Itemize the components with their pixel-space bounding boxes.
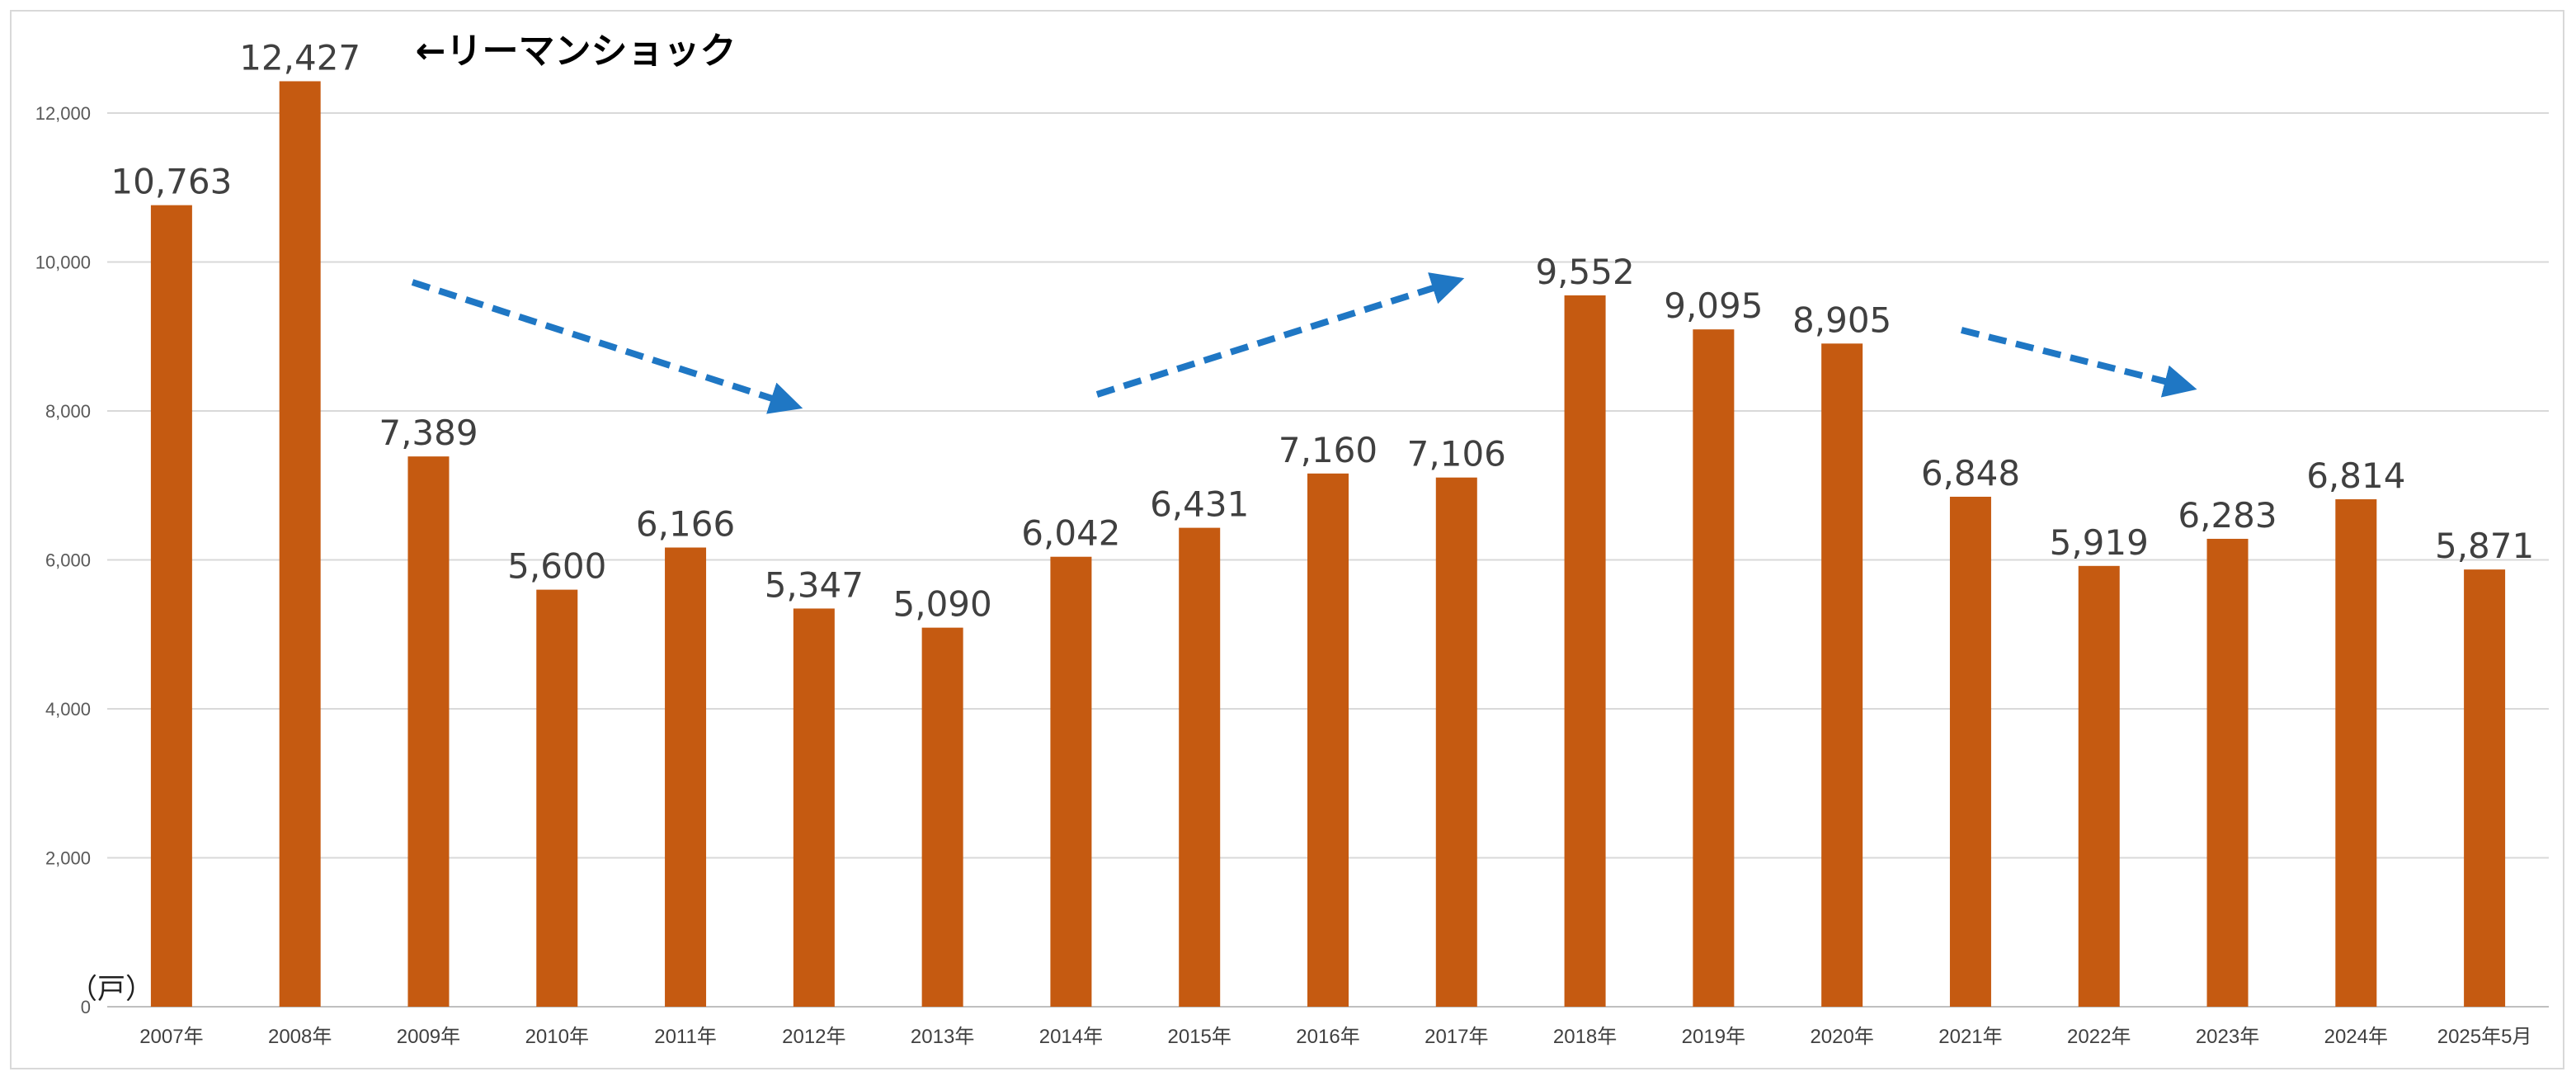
y-tick-label-8000: 8,000: [45, 401, 91, 422]
y-tick-label-6000: 6,000: [45, 550, 91, 571]
data-label-2016年: 7,160: [1279, 430, 1377, 470]
data-label-2018年: 9,552: [1535, 252, 1634, 292]
data-label-2024年: 6,814: [2306, 456, 2405, 496]
bar-2012年: [793, 608, 835, 1007]
data-label-2010年: 5,600: [507, 546, 606, 587]
data-labels: 10,763 12,427 7,389 5,600 6,166 5,347 5,090 6,0…: [111, 37, 2534, 624]
y-tick-label-0: 0: [81, 997, 91, 1017]
data-label-2013年: 5,090: [893, 584, 992, 625]
category-label-2022年: 2022年: [2067, 1026, 2131, 1048]
y-tick-label-4000: 4,000: [45, 699, 91, 720]
y-tick-label-10000: 10,000: [35, 253, 91, 273]
data-label-2014年: 6,042: [1021, 513, 1120, 554]
trend-arrow-up-1: [1095, 272, 1465, 398]
data-label-2019年: 9,095: [1664, 286, 1763, 326]
bar-2018年: [1564, 295, 1606, 1007]
data-label-2012年: 5,347: [765, 564, 864, 605]
y-axis-unit-label: （戸）: [69, 973, 153, 1006]
data-label-2009年: 7,389: [379, 413, 478, 453]
trend-arrow-down-2: [1961, 327, 2197, 398]
category-label-2015年: 2015年: [1168, 1026, 1231, 1048]
data-label-2023年: 6,283: [2178, 495, 2277, 536]
category-label-2013年: 2013年: [911, 1026, 974, 1048]
category-label-2007年: 2007年: [139, 1026, 203, 1048]
gridlines: [107, 112, 2549, 1008]
category-label-2024年: 2024年: [2324, 1026, 2388, 1048]
data-label-2011年: 6,166: [636, 504, 735, 545]
bar-2023年: [2206, 538, 2249, 1007]
category-label-2016年: 2016年: [1296, 1026, 1359, 1048]
category-label-2019年: 2019年: [1682, 1026, 1745, 1048]
category-label-2018年: 2018年: [1553, 1026, 1617, 1048]
y-axis-tick-labels: 0 2,000 4,000 6,000 8,000 10,000 12,000: [35, 103, 91, 1017]
bar-2011年: [665, 547, 707, 1007]
bar-2014年: [1050, 556, 1092, 1007]
bar-2013年: [921, 627, 963, 1007]
category-label-2008年: 2008年: [268, 1026, 332, 1048]
data-label-2025年5月: 5,871: [2435, 526, 2534, 566]
bar-2007年: [150, 205, 192, 1007]
x-axis-category-labels: 2007年 2008年 2009年 2010年 2011年 2012年 2013年 2014年…: [139, 1026, 2531, 1048]
bar-2010年: [536, 589, 578, 1007]
category-label-2017年: 2017年: [1425, 1026, 1488, 1048]
category-label-2014年: 2014年: [1039, 1026, 1103, 1048]
category-label-2021年: 2021年: [1938, 1026, 2002, 1048]
lehman-shock-annotation: ←リーマンショック: [416, 30, 737, 72]
bar-2009年: [407, 456, 450, 1007]
bar-2025年5月: [2464, 569, 2506, 1007]
data-label-2008年: 12,427: [239, 37, 360, 78]
category-label-2010年: 2010年: [525, 1026, 589, 1048]
y-tick-label-2000: 2,000: [45, 848, 91, 869]
bar-2019年: [1693, 329, 1735, 1007]
category-label-2012年: 2012年: [782, 1026, 845, 1048]
bar-2024年: [2335, 499, 2377, 1007]
y-tick-label-12000: 12,000: [35, 103, 91, 124]
category-label-2009年: 2009年: [397, 1026, 460, 1048]
bar-2022年: [2078, 565, 2120, 1007]
category-label-2025年5月: 2025年5月: [2437, 1026, 2532, 1048]
category-label-2020年: 2020年: [1810, 1026, 1873, 1048]
bar-2017年: [1435, 477, 1477, 1007]
trend-arrows: [411, 272, 2197, 414]
data-label-2007年: 10,763: [111, 162, 232, 202]
data-label-2022年: 5,919: [2050, 522, 2149, 563]
bar-2016年: [1307, 473, 1349, 1007]
category-label-2011年: 2011年: [654, 1026, 717, 1048]
bars: [150, 81, 2506, 1008]
data-label-2017年: 7,106: [1407, 434, 1506, 474]
trend-arrow-down-0: [411, 279, 803, 414]
data-label-2015年: 6,431: [1150, 484, 1249, 525]
data-label-2020年: 8,905: [1792, 300, 1891, 340]
category-label-2023年: 2023年: [2196, 1026, 2259, 1048]
bar-2020年: [1821, 343, 1863, 1008]
bar-2015年: [1179, 527, 1221, 1007]
bar-2021年: [1949, 496, 1991, 1007]
data-label-2021年: 6,848: [1921, 453, 2020, 493]
bar-2008年: [279, 81, 321, 1007]
